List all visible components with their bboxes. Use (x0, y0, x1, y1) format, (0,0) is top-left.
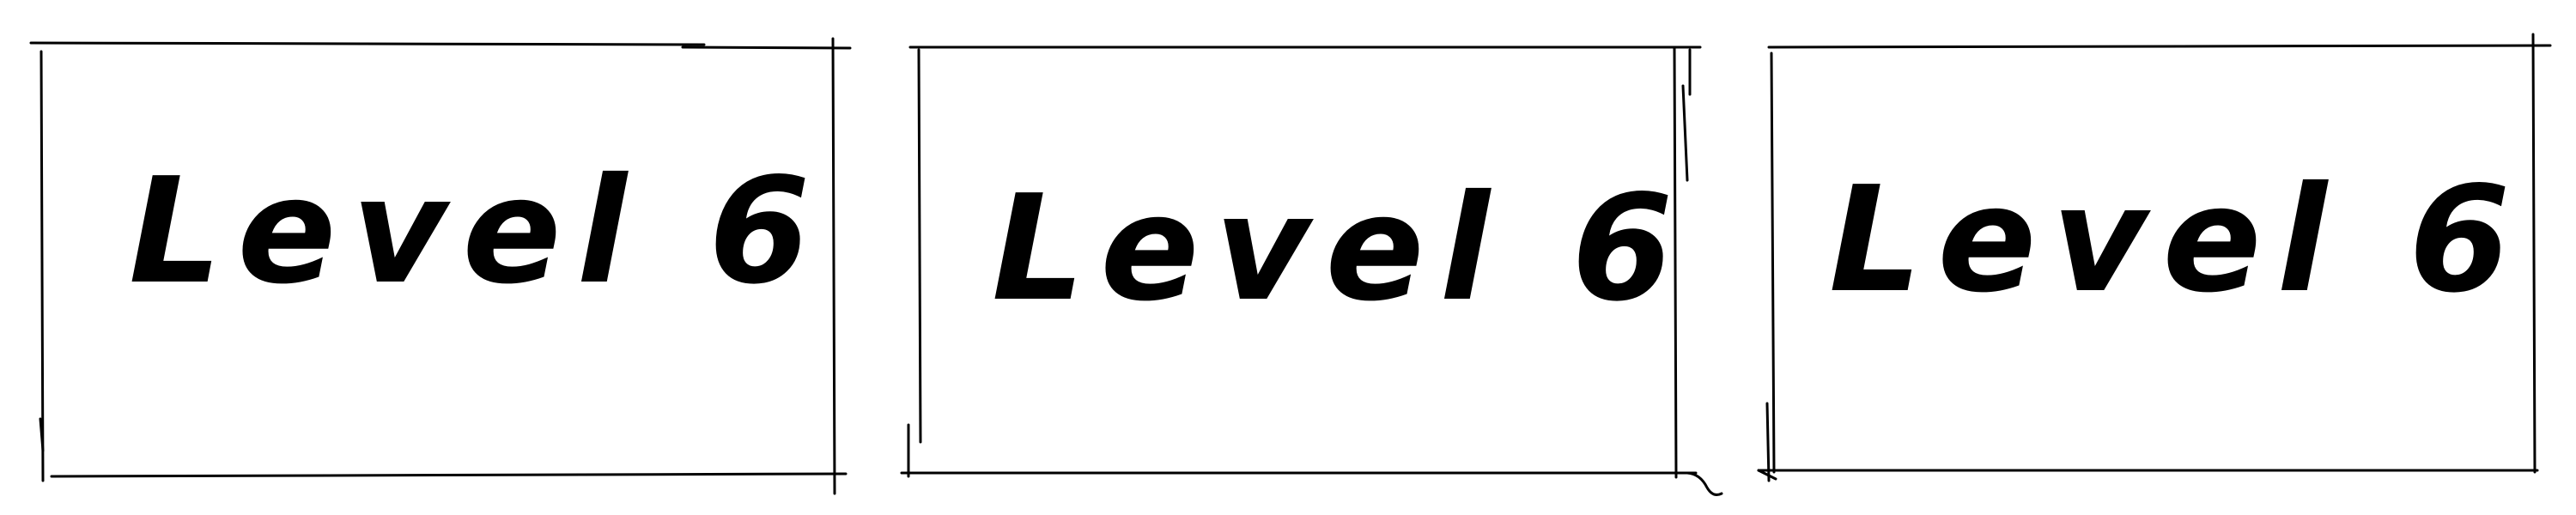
level-panel-2: Level 6 (893, 0, 1723, 515)
panel-frame-1 (29, 37, 852, 495)
panel-frame-2 (900, 45, 1723, 496)
level-panel-1: Level 6 (0, 0, 859, 515)
level-label-2: Level 6 (992, 164, 1689, 334)
level-label-1: Level 6 (129, 147, 826, 317)
panel-frame-3 (1757, 33, 2552, 482)
level-label-3: Level 6 (1829, 155, 2526, 325)
level-panel-3: Level 6 (1752, 0, 2576, 515)
